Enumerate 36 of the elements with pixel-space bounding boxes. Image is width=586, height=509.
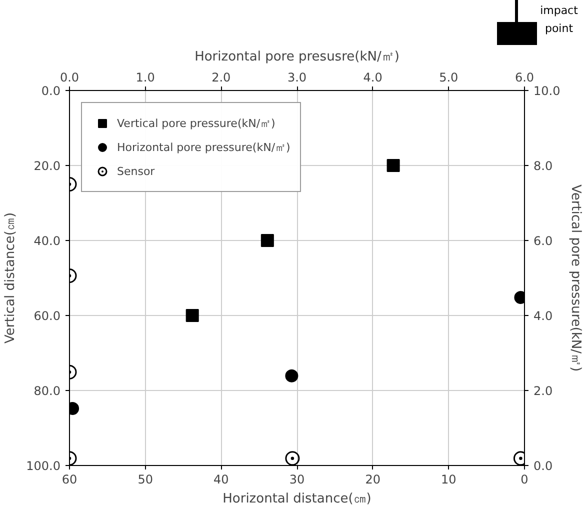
x2-tick-label: 3.0 [287, 70, 307, 84]
legend-label: Sensor [117, 164, 155, 178]
x-tick-label: 10 [441, 472, 456, 486]
y2-tick-label: 2.0 [534, 384, 553, 398]
x2-tick-label: 6.0 [514, 70, 534, 84]
x-tick-label: 0 [520, 472, 528, 486]
legend-label: Horizontal pore pressure(kN/㎡) [117, 140, 290, 154]
y-tick-label: 60.0 [34, 309, 60, 323]
y-tick-label: 100.0 [26, 459, 61, 473]
x-tick-label: 60 [62, 472, 78, 486]
x2-axis-title: Horizontal pore presusre(kN/㎡) [194, 50, 400, 64]
x-axis-title: Horizontal distance(㎝) [222, 492, 372, 506]
y2-tick-label: 10.0 [534, 84, 560, 98]
x-tick-label: 40 [214, 472, 229, 486]
x2-tick-label: 4.0 [363, 70, 382, 84]
legend-label: Vertical pore pressure(kN/㎡) [117, 116, 276, 130]
y-axis-title: Vertical distance(㎝) [3, 212, 18, 344]
x2-tick-label: 1.0 [136, 70, 155, 84]
y-tick-label: 20.0 [34, 159, 60, 173]
point [386, 159, 400, 172]
x-tick-label: 30 [289, 472, 305, 486]
y2-tick-label: 4.0 [534, 309, 553, 323]
y2-tick-label: 6.0 [534, 234, 553, 248]
y-tick-label: 0.0 [41, 84, 61, 98]
y2-tick-label: 8.0 [534, 159, 553, 173]
x2-tick-label: 0.0 [60, 70, 80, 84]
point [260, 234, 274, 247]
y-tick-label: 40.0 [34, 234, 60, 248]
y2-axis-title: Vertical pore pressure(kN/㎡) [568, 184, 584, 372]
x-tick-label: 20 [365, 472, 380, 486]
x2-tick-label: 2.0 [212, 70, 231, 84]
text: impact point [539, 3, 579, 37]
x-tick-label: 50 [138, 472, 153, 486]
x2-tick-label: 5.0 [439, 70, 458, 84]
y-tick-label: 80.0 [34, 384, 60, 398]
y2-tick-label: 0.0 [534, 459, 553, 473]
